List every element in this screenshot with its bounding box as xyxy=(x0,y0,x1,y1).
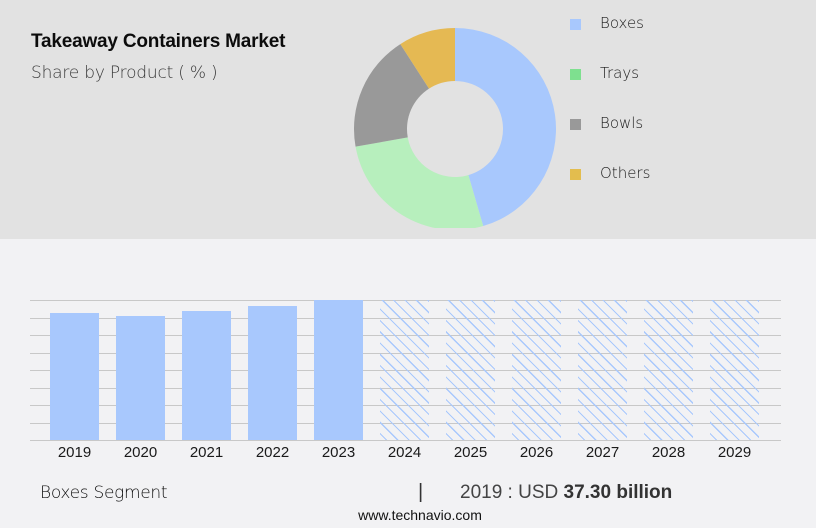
x-axis-label: 2022 xyxy=(255,444,290,461)
chart-title: Takeaway Containers Market xyxy=(31,31,286,52)
x-axis-label: 2024 xyxy=(387,444,422,461)
bar-2027 xyxy=(578,300,627,440)
x-axis-label: 2029 xyxy=(717,444,752,461)
gridline xyxy=(30,440,781,441)
bar-2025 xyxy=(446,300,495,440)
legend-label: Others xyxy=(600,164,651,182)
x-axis-label: 2020 xyxy=(123,444,158,461)
x-axis-label: 2026 xyxy=(519,444,554,461)
legend-swatch-boxes xyxy=(570,19,581,30)
share-panel: Takeaway Containers Market Share by Prod… xyxy=(0,0,816,239)
chart-subtitle: Share by Product ( % ) xyxy=(31,63,218,83)
bar-2019 xyxy=(50,313,99,440)
donut-chart xyxy=(340,20,570,228)
value-year-prefix: 2019 : USD xyxy=(460,482,559,503)
bar-2021 xyxy=(182,311,231,440)
legend-swatch-bowls xyxy=(570,119,581,130)
value-amount: 37.30 billion xyxy=(563,482,673,503)
source-link[interactable]: www.technavio.com xyxy=(358,507,482,523)
bar-2026 xyxy=(512,300,561,440)
x-axis-label: 2021 xyxy=(189,444,224,461)
legend-label: Bowls xyxy=(600,114,644,132)
donut-slice-boxes xyxy=(455,28,556,226)
bar-2023 xyxy=(314,300,363,440)
bar-2028 xyxy=(644,300,693,440)
x-axis-label: 2025 xyxy=(453,444,488,461)
bar-2022 xyxy=(248,306,297,440)
donut-slice-others xyxy=(400,28,455,89)
bar-2024 xyxy=(380,300,429,440)
x-axis-label: 2027 xyxy=(585,444,620,461)
footer-separator: | xyxy=(418,481,424,503)
x-axis-label: 2019 xyxy=(57,444,92,461)
bar-chart: 2019 2020 2021 2022 2023 2024 2025 2026 2027 2028… xyxy=(0,290,816,470)
segment-value: 2019 : USD 37.30 billion xyxy=(460,482,672,504)
x-axis-label: 2023 xyxy=(321,444,356,461)
bar-2020 xyxy=(116,316,165,440)
x-axis-label: 2028 xyxy=(651,444,686,461)
donut-slice-trays xyxy=(355,137,484,228)
segment-label: Boxes Segment xyxy=(40,483,168,503)
donut-slice-bowls xyxy=(354,44,430,147)
legend-swatch-others xyxy=(570,169,581,180)
legend-swatch-trays xyxy=(570,69,581,80)
legend-label: Boxes xyxy=(600,14,644,32)
bar-2029 xyxy=(710,300,759,440)
legend-label: Trays xyxy=(600,64,640,82)
